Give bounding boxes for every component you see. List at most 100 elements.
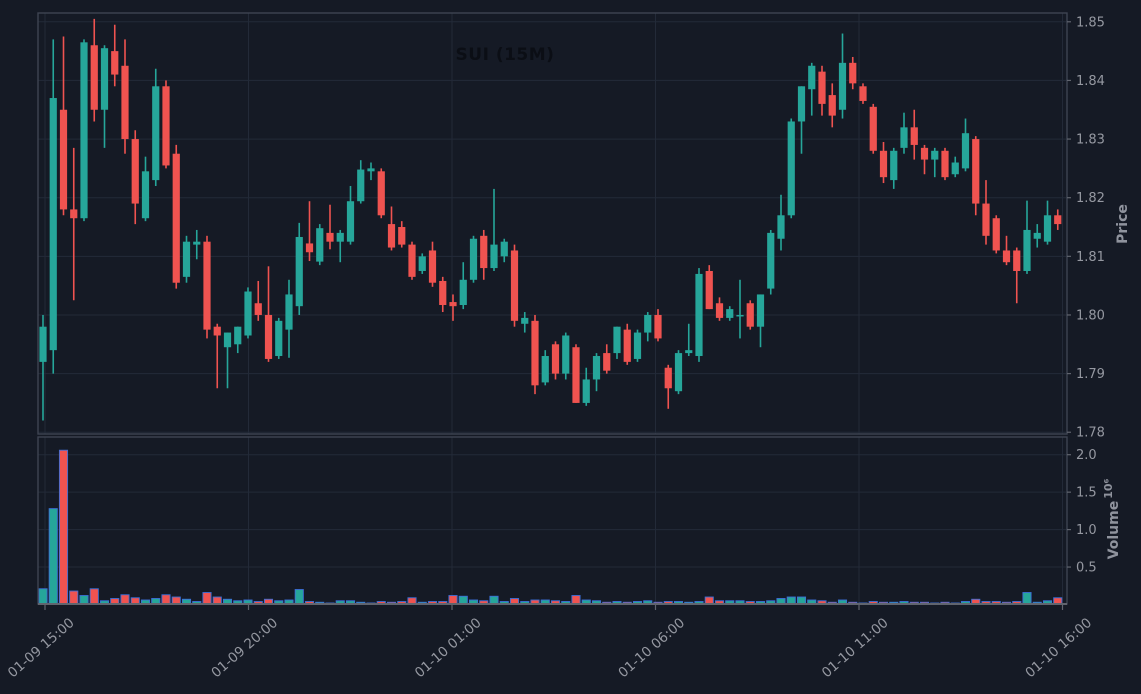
candle-body [90, 45, 98, 110]
candle-body [500, 241, 508, 257]
candle-body [100, 48, 109, 110]
candle-body [244, 291, 252, 336]
candle-body [295, 236, 303, 307]
candle-body [449, 302, 457, 307]
candle-body [767, 232, 775, 289]
candle-body [859, 86, 867, 101]
candle-body [305, 243, 314, 253]
panel-borders [37, 12, 1068, 605]
candle-body [223, 332, 232, 348]
candle-body [367, 168, 375, 172]
candle-body [1043, 215, 1052, 242]
candle-body [152, 86, 160, 181]
candle-body [613, 326, 621, 354]
price-tick-label: 1.82 [1076, 191, 1105, 206]
price-tick-label: 1.85 [1076, 15, 1105, 30]
candle-body [890, 150, 898, 181]
volume-axis-title-text: Volume [1105, 500, 1122, 560]
candle-body [336, 232, 344, 242]
candle-body [49, 98, 57, 351]
candle-body [264, 314, 273, 359]
candle-body [398, 227, 406, 245]
volume-bar [89, 588, 99, 605]
candle-body [213, 326, 221, 336]
candle-body [480, 235, 488, 269]
candle-body [797, 86, 806, 122]
candle-body [541, 356, 549, 383]
candle-body [377, 171, 385, 216]
candle-body [695, 273, 703, 357]
candle-body [992, 218, 1000, 251]
candle-body [141, 171, 150, 219]
candle-body [879, 150, 888, 178]
candle-body [961, 133, 970, 169]
candle-body [182, 241, 191, 277]
candle-body [941, 150, 949, 178]
candle-body [387, 224, 396, 248]
candle-body [203, 241, 211, 330]
volume-bar [1022, 592, 1032, 605]
candle-body [459, 279, 467, 306]
candle-body [469, 238, 478, 280]
candle-body [193, 241, 201, 245]
volume-bar [294, 589, 304, 605]
candlesticks [39, 18, 1062, 421]
candle-body [316, 228, 324, 262]
candle-body [70, 209, 78, 219]
candle-body [736, 314, 744, 317]
candle-body [326, 232, 334, 242]
candle-body [777, 215, 785, 239]
candle-body [234, 326, 242, 345]
candle-body [121, 65, 129, 140]
candle-body [1013, 250, 1021, 271]
candle-body [726, 309, 734, 318]
candle-body [428, 250, 437, 283]
candle-body [551, 344, 560, 374]
candle-body [1054, 215, 1062, 225]
candle-body [787, 121, 795, 216]
candle-body [439, 280, 447, 306]
volume-axis-title: Volume10⁶ [1102, 479, 1122, 560]
price-tick-label: 1.78 [1076, 426, 1105, 441]
candle-body [910, 127, 918, 145]
price-tick-label: 1.84 [1076, 74, 1105, 89]
candle-body [285, 294, 293, 330]
candle-body [582, 379, 590, 403]
candle-body [162, 86, 170, 166]
candle-body [357, 169, 365, 202]
candle-body [80, 42, 88, 219]
candle-body [510, 250, 519, 321]
candle-body [920, 147, 929, 160]
candle-body [818, 71, 826, 104]
candle-body [849, 62, 857, 84]
candle-body [756, 294, 765, 327]
candle-body [715, 303, 724, 318]
candle-body [408, 244, 416, 277]
candle-body [900, 127, 908, 148]
volume-bar [38, 588, 48, 605]
volume-bar [58, 449, 69, 605]
price-tick-label: 1.83 [1076, 133, 1105, 148]
candle-body [664, 367, 672, 389]
candle-body [111, 51, 119, 75]
candle-body [644, 314, 652, 333]
candle-body [633, 332, 642, 359]
volume-axis-ticks: 0.5 1.0 1.5 2.0 [1067, 448, 1097, 576]
candle-body [982, 203, 990, 236]
volume-tick-label: 0.5 [1076, 561, 1097, 576]
candle-body [275, 320, 283, 357]
volume-bar [48, 508, 58, 605]
candle-body [951, 162, 959, 175]
candle-body [869, 106, 877, 151]
candle-body [603, 353, 611, 371]
price-axis-ticks: 1.78 1.79 1.80 1.81 1.82 1.83 1.84 1.85 [1067, 15, 1105, 441]
volume-bar [69, 590, 79, 605]
price-axis-title-text: Price [1115, 204, 1131, 244]
candle-body [623, 329, 631, 362]
candle-body [685, 350, 693, 354]
candle-body [838, 62, 847, 110]
candle-body [828, 95, 836, 116]
